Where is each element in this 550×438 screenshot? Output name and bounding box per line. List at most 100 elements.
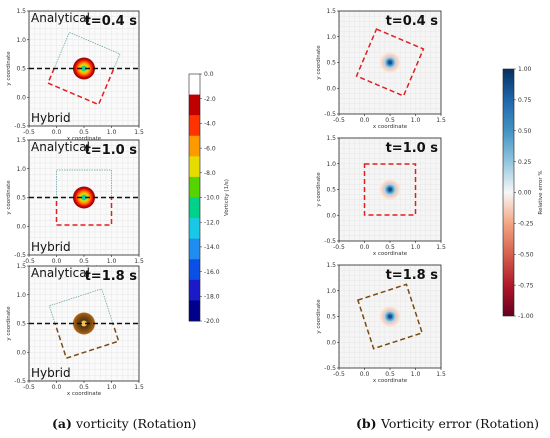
x-tick-label: 1.5: [134, 384, 144, 391]
x-tick-label: -0.5: [23, 258, 35, 265]
colorbar-tick-label: -1.00: [518, 313, 534, 320]
colorbar-segment: [189, 197, 200, 219]
x-tick-label: 0.5: [79, 384, 89, 391]
x-tick-label: 1.0: [411, 244, 421, 251]
colorbar-tick-label: 1.00: [518, 66, 532, 73]
x-tick-label: 1.5: [436, 244, 446, 251]
x-tick-label: 0.5: [385, 117, 395, 124]
x-tick-label: 1.5: [134, 129, 144, 136]
y-axis-label: y coordinate: [316, 172, 322, 207]
y-tick-label: 1.5: [16, 8, 26, 15]
label-analytical: Analytical: [31, 11, 90, 25]
error-peak: [387, 314, 393, 319]
x-tick-label: 0.0: [52, 258, 62, 265]
x-tick-label: -0.5: [333, 371, 345, 378]
x-tick-label: 0.0: [360, 371, 370, 378]
colorbar-segment: [189, 259, 200, 281]
y-tick-label: 0.5: [16, 195, 26, 202]
colorbar-segment: [189, 115, 200, 137]
x-tick-label: 1.0: [411, 117, 421, 124]
y-axis-label: y coordinate: [6, 306, 12, 341]
y-tick-label: 1.5: [326, 135, 336, 142]
x-tick-label: 1.0: [107, 384, 117, 391]
colorbar-segment: [189, 238, 200, 260]
caption-right-text: Vorticity error (Rotation): [380, 416, 539, 431]
x-tick-label: 1.0: [107, 258, 117, 265]
label-hybrid: Hybrid: [31, 111, 71, 125]
y-tick-label: 0.5: [326, 314, 336, 321]
label-hybrid: Hybrid: [31, 240, 71, 254]
colorbar-tick-label: -16.0: [204, 269, 220, 276]
y-tick-label: 1.0: [326, 34, 336, 41]
colorbar-tick-label: -8.0: [204, 170, 216, 177]
colorbar-segment: [189, 176, 200, 198]
colorbar-tick-label: -12.0: [204, 219, 220, 226]
hybrid-boundary: [355, 28, 425, 97]
x-tick-label: 0.0: [52, 384, 62, 391]
analytical-boundary: [53, 31, 121, 69]
time-label: t=0.4 s: [85, 14, 138, 29]
y-tick-label: 1.5: [16, 263, 26, 270]
time-label: t=1.0 s: [386, 141, 439, 156]
caption-left-text: vorticity (Rotation): [75, 416, 196, 431]
y-tick-label: -0.5: [14, 378, 26, 385]
y-tick-label: 1.0: [326, 288, 336, 295]
error-peak: [387, 60, 393, 65]
time-label: t=1.0 s: [85, 143, 138, 158]
x-tick-label: 1.5: [436, 371, 446, 378]
colorbar-tick-label: -0.75: [518, 282, 534, 289]
chart-panel-right-2: -0.5 0.0 0.5 1.0 1.5 -0.5 0.0 0.5 1.0 1.5 x coordi…: [316, 135, 446, 257]
chart-panel-left-1: -0.5 0.0 0.5 1.0 1.5-0.50.00.51.01.5x coordi…: [6, 8, 144, 142]
colorbar-tick-label: -0.25: [518, 221, 534, 228]
y-tick-label: 1.0: [326, 161, 336, 168]
colorbar-tick-label: 0.00: [518, 190, 532, 197]
x-tick-label: -0.5: [333, 117, 345, 124]
x-tick-label: 0.0: [360, 244, 370, 251]
y-axis-label: y coordinate: [6, 180, 12, 215]
x-tick-label: 0.5: [385, 371, 395, 378]
colorbar-tick-label: -0.50: [518, 251, 534, 258]
x-tick-label: -0.5: [333, 244, 345, 251]
x-tick-label: -0.5: [23, 384, 35, 391]
time-label: t=1.8 s: [85, 269, 138, 284]
colorbar-error: 1.00 0.75 0.50 0.25 0.00 -0.25 -0.50 -0.75 -1.00…: [502, 66, 544, 320]
x-tick-label: 1.5: [436, 117, 446, 124]
label-analytical: Analytical: [31, 266, 90, 280]
x-axis-label: x coordinate: [373, 124, 408, 130]
y-tick-label: 0.5: [326, 60, 336, 67]
colorbar-tick-label: -4.0: [204, 121, 216, 128]
chart-panel-right-3: -0.5 0.0 0.5 1.0 1.5 -0.5 0.0 0.5 1.0 1.5 x coordi…: [316, 262, 446, 384]
colorbar-segment: [189, 74, 200, 95]
y-tick-label: 1.0: [16, 37, 26, 44]
colorbar-vorticity: 0.0 -2.0 -4.0 -6.0 -8.0 -10.0 -12.0 -14.0 -16.0 -…: [188, 71, 230, 325]
label-hybrid: Hybrid: [31, 366, 71, 380]
y-axis-label: y coordinate: [316, 299, 322, 334]
vortex-core: [73, 57, 95, 80]
y-tick-label: -0.5: [324, 238, 336, 245]
chart-panel-right-1: -0.5 0.0 0.5 1.0 1.5 -0.5 0.0 0.5 1.0 1.5 x coordi…: [316, 8, 446, 130]
x-axis-label: x coordinate: [67, 391, 102, 397]
y-tick-label: 1.0: [16, 166, 26, 173]
y-tick-label: 0.0: [16, 223, 26, 230]
x-tick-label: 0.5: [79, 129, 89, 136]
y-tick-label: 0.0: [16, 349, 26, 356]
chart-panel-left-3: -0.5 0.0 0.5 1.0 1.5 -0.5 0.0 0.5 1.0 1.5 x coordi…: [6, 263, 144, 397]
y-tick-label: 0.5: [16, 321, 26, 328]
colorbar-label: Relative error %: [538, 170, 544, 214]
vortex-core: [73, 186, 95, 209]
colorbar-segment: [189, 300, 200, 322]
y-axis-label: y coordinate: [316, 45, 322, 80]
x-tick-label: 0.5: [79, 258, 89, 265]
colorbar-label: Vorticity (1/s): [224, 179, 230, 216]
y-tick-label: 1.5: [326, 8, 336, 15]
y-tick-label: -0.5: [14, 123, 26, 130]
colorbar-tick-label: -18.0: [204, 294, 220, 301]
x-tick-label: 1.5: [134, 258, 144, 265]
y-tick-label: 0.5: [16, 66, 26, 73]
colorbar-tick-label: -2.0: [204, 96, 216, 103]
y-tick-label: 1.5: [16, 137, 26, 144]
label-analytical: Analytical: [31, 140, 90, 154]
y-tick-label: 0.0: [326, 212, 336, 219]
colorbar-tick-label: 0.50: [518, 128, 532, 135]
